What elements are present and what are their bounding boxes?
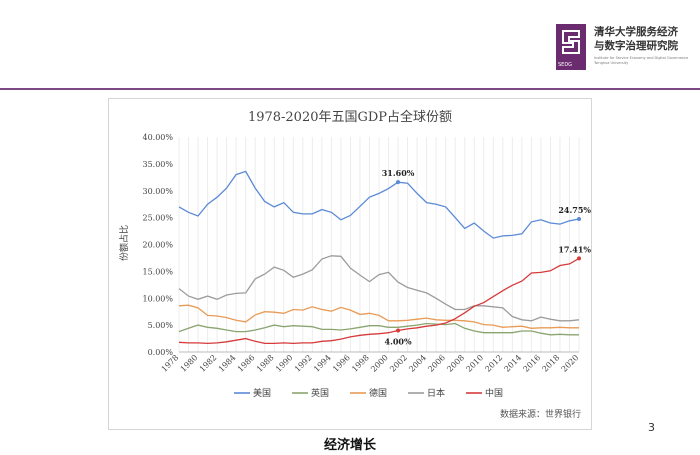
series-line-0 [178,170,580,239]
grid-lines [178,137,580,353]
y-tick-label: 40.00% [142,133,173,142]
x-tick-label: 2006 [426,353,447,374]
logo-abbr: SEDG [558,62,573,68]
x-tick-label: 1996 [331,353,352,374]
x-tick-label: 2014 [503,353,524,374]
y-tick-label: 5.00% [148,321,174,330]
gdp-share-chart: 1978-2020年五国GDP占全球份额 份额占比 0.00% 5.00% 10.0… [118,109,592,420]
y-tick-label: 25.00% [142,214,173,223]
y-tick-label: 30.00% [142,187,173,196]
x-tick-label: 1992 [293,353,314,374]
y-tick-label: 20.00% [142,241,173,250]
y-axis-label: 份额占比 [118,225,130,261]
x-tick-label: 2012 [483,353,504,374]
series-line-2 [178,304,579,329]
slide-caption: 经济增长 [323,438,376,453]
annotations: 31.60% 24.75% 17.41% 4.00% [382,168,592,347]
y-tick-label: 0.00% [148,348,174,357]
annotation-marker-1 [577,216,581,221]
x-tick-label: 1982 [198,353,219,374]
y-tick-label: 35.00% [142,160,173,169]
series-lines [178,170,580,345]
annotation-marker-0 [396,180,401,185]
y-tick-label: 15.00% [142,267,173,276]
legend-label-4: 中国 [485,387,503,399]
x-tick-label: 2016 [522,353,543,374]
x-tick-label: 1994 [312,353,333,374]
annotation-label-2: 17.41% [558,244,591,254]
annotation-marker-3 [396,328,401,333]
x-tick-label: 2000 [369,353,390,374]
x-tick-label: 2002 [388,353,409,374]
annotation-marker-2 [577,256,581,261]
series-line-4 [178,257,580,345]
legend-label-1: 英国 [311,387,329,399]
logo-emblem-icon [562,30,580,54]
x-tick-label: 1988 [255,353,276,374]
x-tick-label: 1980 [179,353,200,374]
x-tick-label: 1998 [350,353,371,374]
page-number: 3 [648,421,655,434]
logo-emblem: SEDG [556,24,586,70]
legend-label-3: 日本 [427,387,445,399]
annotation-label-3: 4.00% [385,337,412,347]
x-tick-label: 1986 [236,353,257,374]
logo-english-line2: Tsinghua University [594,61,629,65]
header-divider [0,88,700,90]
legend-label-2: 德国 [369,387,387,399]
x-tick-label: 1984 [217,353,238,374]
series-line-1 [178,322,579,336]
annotation-label-1: 24.75% [558,205,591,215]
source-note: 数据来源：世界银行 [500,408,581,420]
x-tick-label: 1990 [274,353,295,374]
y-tick-label: 10.00% [142,294,173,303]
x-axis-ticks: 1978198019821984198619881990199219941996… [160,353,581,374]
chart-panel: 1978-2020年五国GDP占全球份额 份额占比 0.00% 5.00% 10.0… [108,98,592,430]
x-tick-label: 2020 [560,353,581,374]
legend: 美国 英国 德国 日本 中国 [234,387,503,399]
y-axis-ticks: 0.00% 5.00% 10.00% 15.00% 20.00% 25.00% 30.00%… [142,133,173,357]
x-tick-label: 2010 [464,353,485,374]
logo-english-line1: Institute for Service Economy and Digita… [594,56,689,60]
series-line-3 [178,255,580,322]
chart-title: 1978-2020年五国GDP占全球份额 [248,109,452,125]
x-tick-label: 2004 [407,353,428,374]
institute-logo: SEDG 清华大学服务经济 与数字治理研究院 Institute for Ser… [556,24,696,74]
legend-label-0: 美国 [253,387,271,399]
x-tick-label: 2018 [541,353,562,374]
logo-name-line1: 清华大学服务经济 [594,26,678,38]
annotation-label-0: 31.60% [382,168,415,178]
logo-name-line2: 与数字治理研究院 [594,40,678,52]
x-tick-label: 2008 [445,353,466,374]
